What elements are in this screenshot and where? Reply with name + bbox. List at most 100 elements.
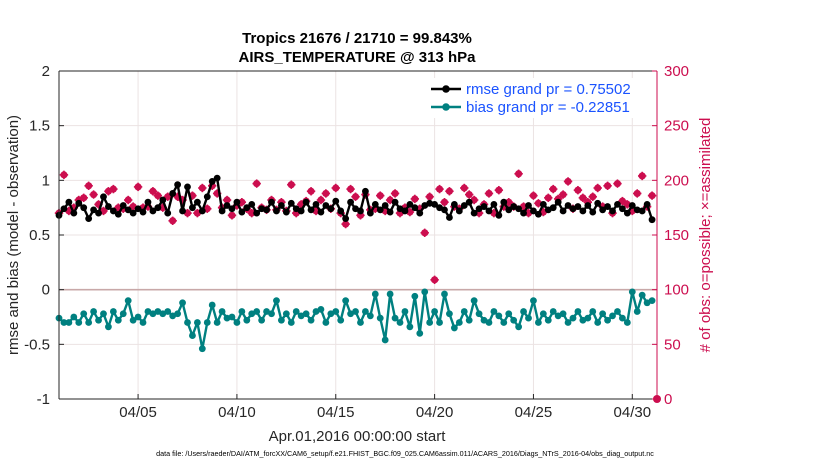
bias-point [539,310,547,318]
rmse-point [465,198,473,206]
obs-assimilated-marker [494,185,504,195]
chart-title: Tropics 21676 / 21710 = 99.843% [242,30,472,47]
bias-point [465,316,473,324]
rmse-point [604,203,611,210]
rmse-point [614,200,621,208]
obs-assimilated-marker [593,183,602,193]
obs-assimilated-marker [287,180,296,189]
obs-assimilated-marker [647,191,657,200]
bias-point [441,290,448,298]
obs-assimilated-marker [79,193,88,203]
bias-point [105,323,112,331]
rmse-point [149,207,157,215]
rmse-point [114,210,122,218]
y-axis-right-label: # of obs: o=possible; ×=assimilated [697,118,714,353]
bias-point [411,292,419,300]
bias-point [342,297,350,304]
bias-point [520,308,527,315]
obs-assimilated-marker [316,195,326,205]
rmse-point [450,200,458,208]
series-layer [54,169,661,403]
bias-point [446,310,453,318]
rmse-point [203,193,211,201]
bias-point [258,316,266,324]
bias-point [619,314,626,322]
obs-assimilated-marker [549,184,558,194]
legend-rmse-label: rmse grand pr = 0.75502 [466,81,631,98]
rmse-point [75,199,83,207]
tick-layer: -1 -0.5 0 0.5 1 1.5 2 0 50 100 150 200 250 300 04/05 04… [24,63,689,421]
bias-point [352,308,359,315]
rmse-point [539,200,547,208]
bias-point [302,310,310,318]
rmse-point [85,215,93,223]
bias-point [174,310,182,318]
bias-point [391,314,399,322]
rmse-point [500,198,508,206]
y-right-tick-label: 50 [664,336,681,353]
y-left-tick-label: 0.5 [29,227,50,244]
bias-point [65,319,73,326]
obs-assimilated-marker [148,187,158,196]
rmse-point [90,206,97,214]
rmse-point [60,205,68,213]
rmse-point [193,198,201,206]
rmse-point [189,204,196,212]
bias-point [75,319,83,326]
rmse-point [431,200,439,208]
bias-point [599,310,607,318]
bias-point [534,319,542,326]
y-right-tick-label: 300 [664,63,689,80]
bias-point [614,308,621,315]
rmse-point [347,198,354,206]
bias-point [80,310,88,318]
bias-point [569,314,577,322]
rmse-point [594,199,602,207]
rmse-point [623,209,631,217]
bias-point [129,316,137,324]
bias-point [134,313,142,321]
obs-assimilated-marker [460,183,469,193]
bias-point [119,310,127,318]
bias-point [198,345,206,353]
rmse-point [213,174,221,182]
bias-point [307,316,315,324]
rmse-point [109,207,117,215]
bias-point [95,316,102,324]
obs-assimilated-marker [563,177,573,186]
rmse-point [599,206,607,214]
bias-point [604,316,611,324]
bias-point [559,310,567,318]
bias-point [218,308,226,315]
bias-point [628,288,636,296]
bias-point [406,323,414,331]
rmse-point [297,207,305,215]
obs-assimilated-marker [123,195,133,205]
bias-point [510,316,518,324]
rmse-point [574,203,582,210]
rmse-point [455,207,463,215]
y-right-tick-label: 200 [664,172,689,189]
bias-point [243,316,251,324]
bias-point [371,290,379,298]
rmse-point [233,198,241,206]
y-right-tick-label: 0 [664,391,672,408]
bias-point [594,319,602,326]
rmse-point [100,193,107,201]
bias-point [431,308,439,315]
rmse-point [154,204,162,212]
bias-point [515,323,523,331]
obs-assimilated-marker [168,216,177,225]
bias-point [396,319,404,326]
y-right-tick-label: 150 [664,227,689,244]
bias-point [90,308,97,315]
bias-point [193,319,201,326]
x-tick-label: 04/05 [119,404,157,421]
y-right-tick-label: 100 [664,282,689,299]
rmse-point [609,207,616,215]
x-tick-label: 04/10 [218,404,256,421]
bias-point [549,308,557,315]
rmse-point [357,207,364,215]
rmse-point [317,208,325,216]
